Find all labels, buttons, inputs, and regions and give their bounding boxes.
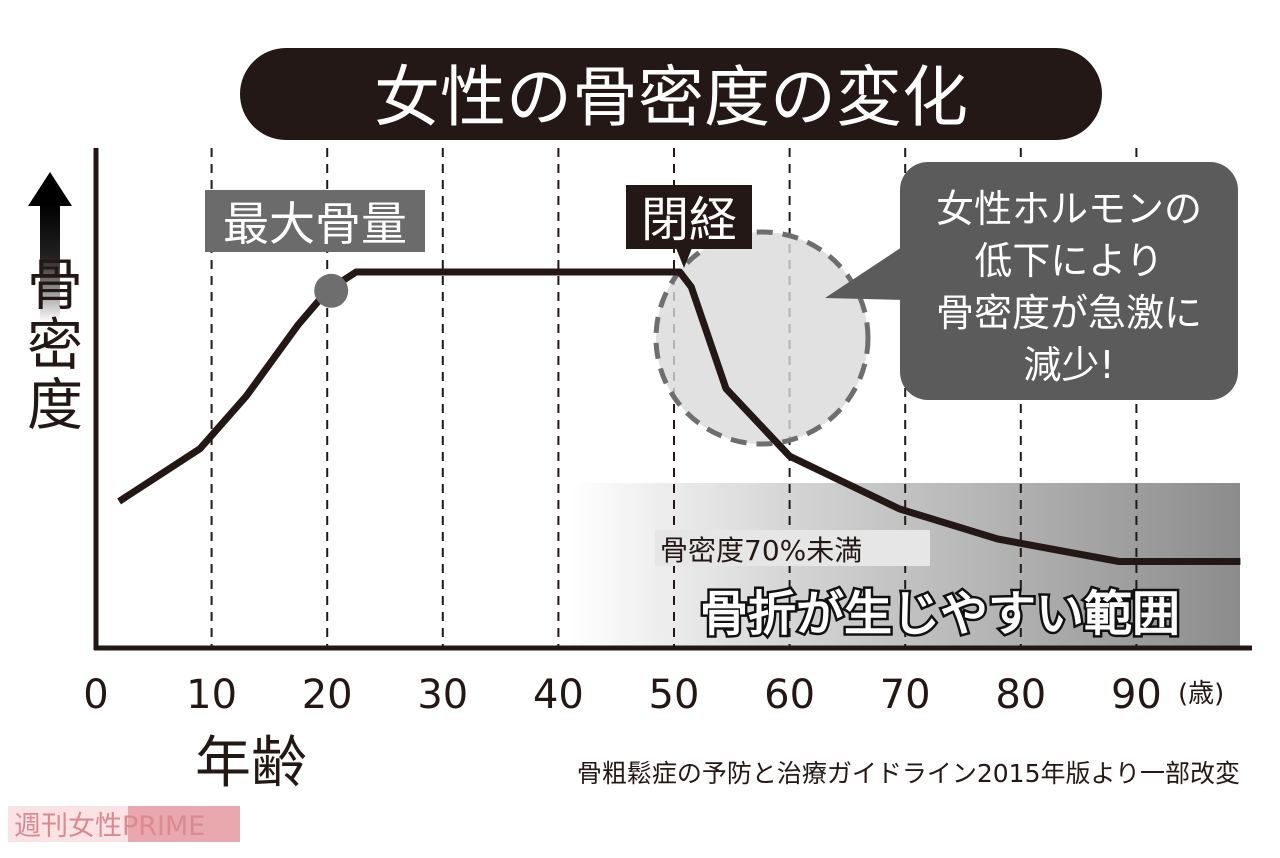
x-tick-label-70: 70 bbox=[880, 672, 931, 718]
fracture-label: 骨折が生じやすい範囲 bbox=[700, 586, 1180, 642]
callout-tail bbox=[825, 245, 905, 300]
x-tick-label-60: 60 bbox=[764, 672, 815, 718]
x-tick-label-20: 20 bbox=[302, 672, 353, 718]
menopause-pointer bbox=[676, 248, 692, 268]
x-tick-label-0: 0 bbox=[83, 672, 108, 718]
fracture-sublabel-bg bbox=[655, 530, 930, 566]
peak-label-bg bbox=[205, 190, 425, 252]
menopause-label: 閉経 bbox=[641, 192, 737, 248]
menopause-highlight-circle bbox=[653, 229, 871, 447]
y-arrow-shaft bbox=[40, 204, 60, 322]
y-axis-label: 骨密度 bbox=[18, 255, 83, 435]
x-tick-labels: 0 10 20 30 40 50 60 70 80 90 bbox=[83, 672, 1162, 718]
callout-line-2: 低下により bbox=[974, 239, 1163, 283]
peak-label: 最大骨量 bbox=[223, 197, 407, 251]
x-tick-label-40: 40 bbox=[533, 672, 584, 718]
title-pill bbox=[240, 48, 1102, 140]
fracture-sublabel: 骨密度70%未満 bbox=[660, 534, 862, 567]
bone-density-curve bbox=[117, 268, 1241, 565]
callout-line-1: 女性ホルモンの bbox=[936, 187, 1202, 231]
watermark-prime-bg bbox=[128, 806, 240, 842]
x-unit-label: (歳) bbox=[1178, 679, 1224, 709]
source-note: 骨粗鬆症の予防と治療ガイドライン2015年版より一部改変 bbox=[577, 759, 1240, 788]
x-tick-label-50: 50 bbox=[649, 672, 700, 718]
x-axis-label: 年齢 bbox=[195, 731, 307, 796]
x-tick-label-30: 30 bbox=[417, 672, 468, 718]
y-arrow-head-icon bbox=[28, 172, 72, 206]
x-tick-label-90: 90 bbox=[1111, 672, 1162, 718]
menopause-label-bg bbox=[626, 185, 752, 249]
chart-title: 女性の骨密度の変化 bbox=[374, 59, 968, 136]
callout-line-4: 減少! bbox=[1023, 343, 1114, 387]
x-tick-label-10: 10 bbox=[186, 672, 237, 718]
watermark: 週刊女性PRIME bbox=[14, 811, 205, 842]
callout-box bbox=[900, 162, 1238, 400]
x-tick-label-80: 80 bbox=[995, 672, 1046, 718]
peak-marker bbox=[314, 273, 349, 308]
callout-line-3: 骨密度が急激に bbox=[936, 291, 1202, 335]
